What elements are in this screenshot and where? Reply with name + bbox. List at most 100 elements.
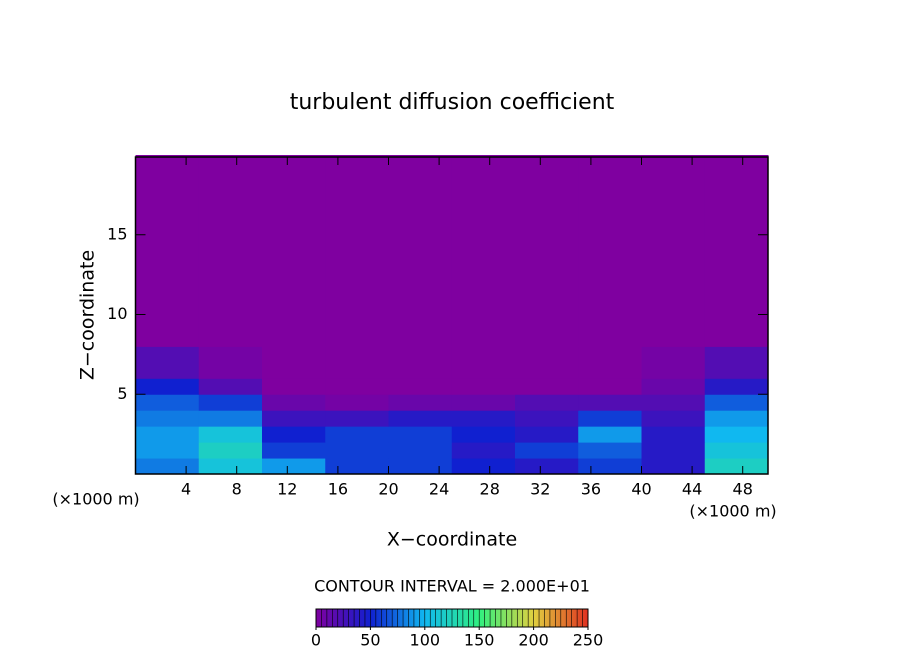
plot-frame: [134, 156, 769, 475]
cell: [578, 410, 642, 427]
x-tick-label: 20: [378, 480, 398, 499]
x-tick-label: 48: [733, 480, 753, 499]
y-axis-label: Z−coordinate: [77, 250, 99, 380]
x-tick-label: 44: [682, 480, 702, 499]
cell: [578, 394, 642, 411]
cell: [198, 458, 263, 475]
x-unit-label: (×1000 m): [52, 490, 139, 509]
x-tick-label: 24: [429, 480, 449, 499]
cell: [641, 410, 706, 427]
x-tick-label: 12: [277, 480, 297, 499]
x-tick-label: 16: [328, 480, 348, 499]
colorbar-tick-label: 50: [360, 631, 380, 650]
colorbar-tick-label: 0: [311, 631, 321, 650]
cell: [135, 442, 200, 459]
x-tick-label: 4: [181, 480, 191, 499]
cell: [388, 155, 453, 347]
cell: [262, 426, 326, 443]
cell: [704, 458, 769, 475]
cell: [704, 426, 769, 443]
cell: [198, 394, 263, 411]
chart-title: turbulent diffusion coefficient: [290, 90, 615, 115]
x-tick-label: 36: [581, 480, 601, 499]
cell: [451, 458, 516, 475]
cell: [262, 394, 326, 411]
cell: [641, 442, 706, 459]
cell: [515, 394, 579, 411]
cell: [388, 410, 453, 427]
y-tick-label: 10: [107, 304, 127, 323]
cell: [641, 458, 706, 475]
cell: [451, 346, 516, 379]
cell: [704, 442, 769, 459]
cell: [262, 155, 326, 347]
cell: [135, 346, 200, 379]
cell: [198, 346, 263, 379]
cell: [515, 410, 579, 427]
cell: [325, 346, 389, 379]
cell: [262, 346, 326, 379]
cell: [198, 426, 263, 443]
x-axis-label: X−coordinate: [387, 529, 517, 551]
contour-note: CONTOUR INTERVAL = 2.000E+01: [314, 577, 590, 596]
cell: [515, 458, 579, 475]
cell: [198, 442, 263, 459]
cell: [325, 394, 389, 411]
cell: [451, 410, 516, 427]
cell: [515, 155, 579, 347]
cell: [325, 410, 389, 427]
cell: [135, 155, 200, 347]
y-tick-label: 15: [107, 224, 127, 243]
cell: [451, 155, 516, 347]
cell: [198, 410, 263, 427]
cell: [325, 155, 389, 347]
cell: [578, 458, 642, 475]
cell: [388, 346, 453, 379]
cell: [262, 442, 326, 459]
cell: [704, 394, 769, 411]
cell: [388, 426, 453, 443]
cell: [262, 410, 326, 427]
cell: [704, 346, 769, 379]
cell: [451, 426, 516, 443]
cell: [641, 394, 706, 411]
colorbar-tick-label: 100: [410, 631, 441, 650]
cell: [515, 426, 579, 443]
cell: [262, 378, 326, 395]
cell: [704, 378, 769, 395]
cell: [641, 378, 706, 395]
cell: [388, 458, 453, 475]
x-tick-label: 32: [530, 480, 550, 499]
cell: [135, 410, 200, 427]
cell: [578, 426, 642, 443]
cell: [451, 378, 516, 395]
cell: [578, 378, 642, 395]
y-tick-label: 5: [117, 384, 127, 403]
cell: [515, 442, 579, 459]
colorbar-tick-label: 150: [464, 631, 495, 650]
cell: [515, 378, 579, 395]
cell: [578, 346, 642, 379]
cell: [135, 426, 200, 443]
x-tick-label: 8: [232, 480, 242, 499]
cell: [704, 410, 769, 427]
cell: [262, 458, 326, 475]
cell: [198, 155, 263, 347]
cell: [451, 442, 516, 459]
cell: [641, 426, 706, 443]
colorbar-tick-label: 250: [573, 631, 604, 650]
cell: [135, 378, 200, 395]
cell: [325, 426, 389, 443]
cell: [198, 378, 263, 395]
cell: [325, 442, 389, 459]
cell: [451, 394, 516, 411]
cell: [515, 346, 579, 379]
cell: [135, 458, 200, 475]
cell: [704, 155, 769, 347]
x-tick-label: 28: [480, 480, 500, 499]
cell: [578, 442, 642, 459]
cell: [388, 378, 453, 395]
cell: [641, 346, 706, 379]
cell: [388, 394, 453, 411]
